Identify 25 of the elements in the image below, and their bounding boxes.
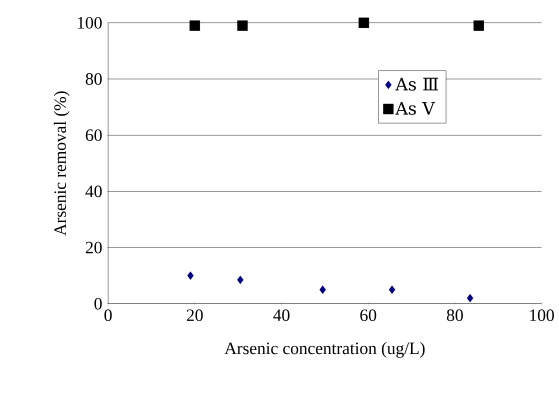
point bbox=[358, 18, 370, 28]
point bbox=[466, 294, 474, 302]
point bbox=[474, 20, 484, 31]
point bbox=[388, 286, 396, 294]
y-tick-label: 40 bbox=[85, 186, 102, 198]
x-tick-label: 0 bbox=[104, 309, 112, 322]
y-tick-label: 80 bbox=[86, 73, 102, 85]
point bbox=[187, 272, 194, 280]
y-tick-label: 0 bbox=[94, 298, 102, 310]
x-tick-label: 80 bbox=[446, 309, 463, 322]
y-tick-label: 20 bbox=[86, 242, 102, 254]
x-axis-title: Arsenic concentration (ug/L) bbox=[224, 342, 425, 358]
legend-label: As Ⅲ bbox=[395, 78, 438, 91]
point bbox=[319, 286, 326, 294]
y-tick-label: 60 bbox=[86, 129, 102, 142]
x-tick-label: 60 bbox=[360, 309, 376, 322]
legend-label: As Ⅴ bbox=[395, 102, 436, 115]
point bbox=[237, 20, 248, 31]
point bbox=[237, 276, 244, 284]
x-tick-label: 100 bbox=[530, 309, 554, 322]
x-tick-label: 20 bbox=[186, 309, 203, 322]
point bbox=[190, 20, 200, 31]
x-tick-label: 40 bbox=[273, 309, 290, 322]
y-axis-title: Arsenic removal (%) bbox=[54, 91, 70, 236]
y-tick-label: 100 bbox=[78, 17, 102, 29]
